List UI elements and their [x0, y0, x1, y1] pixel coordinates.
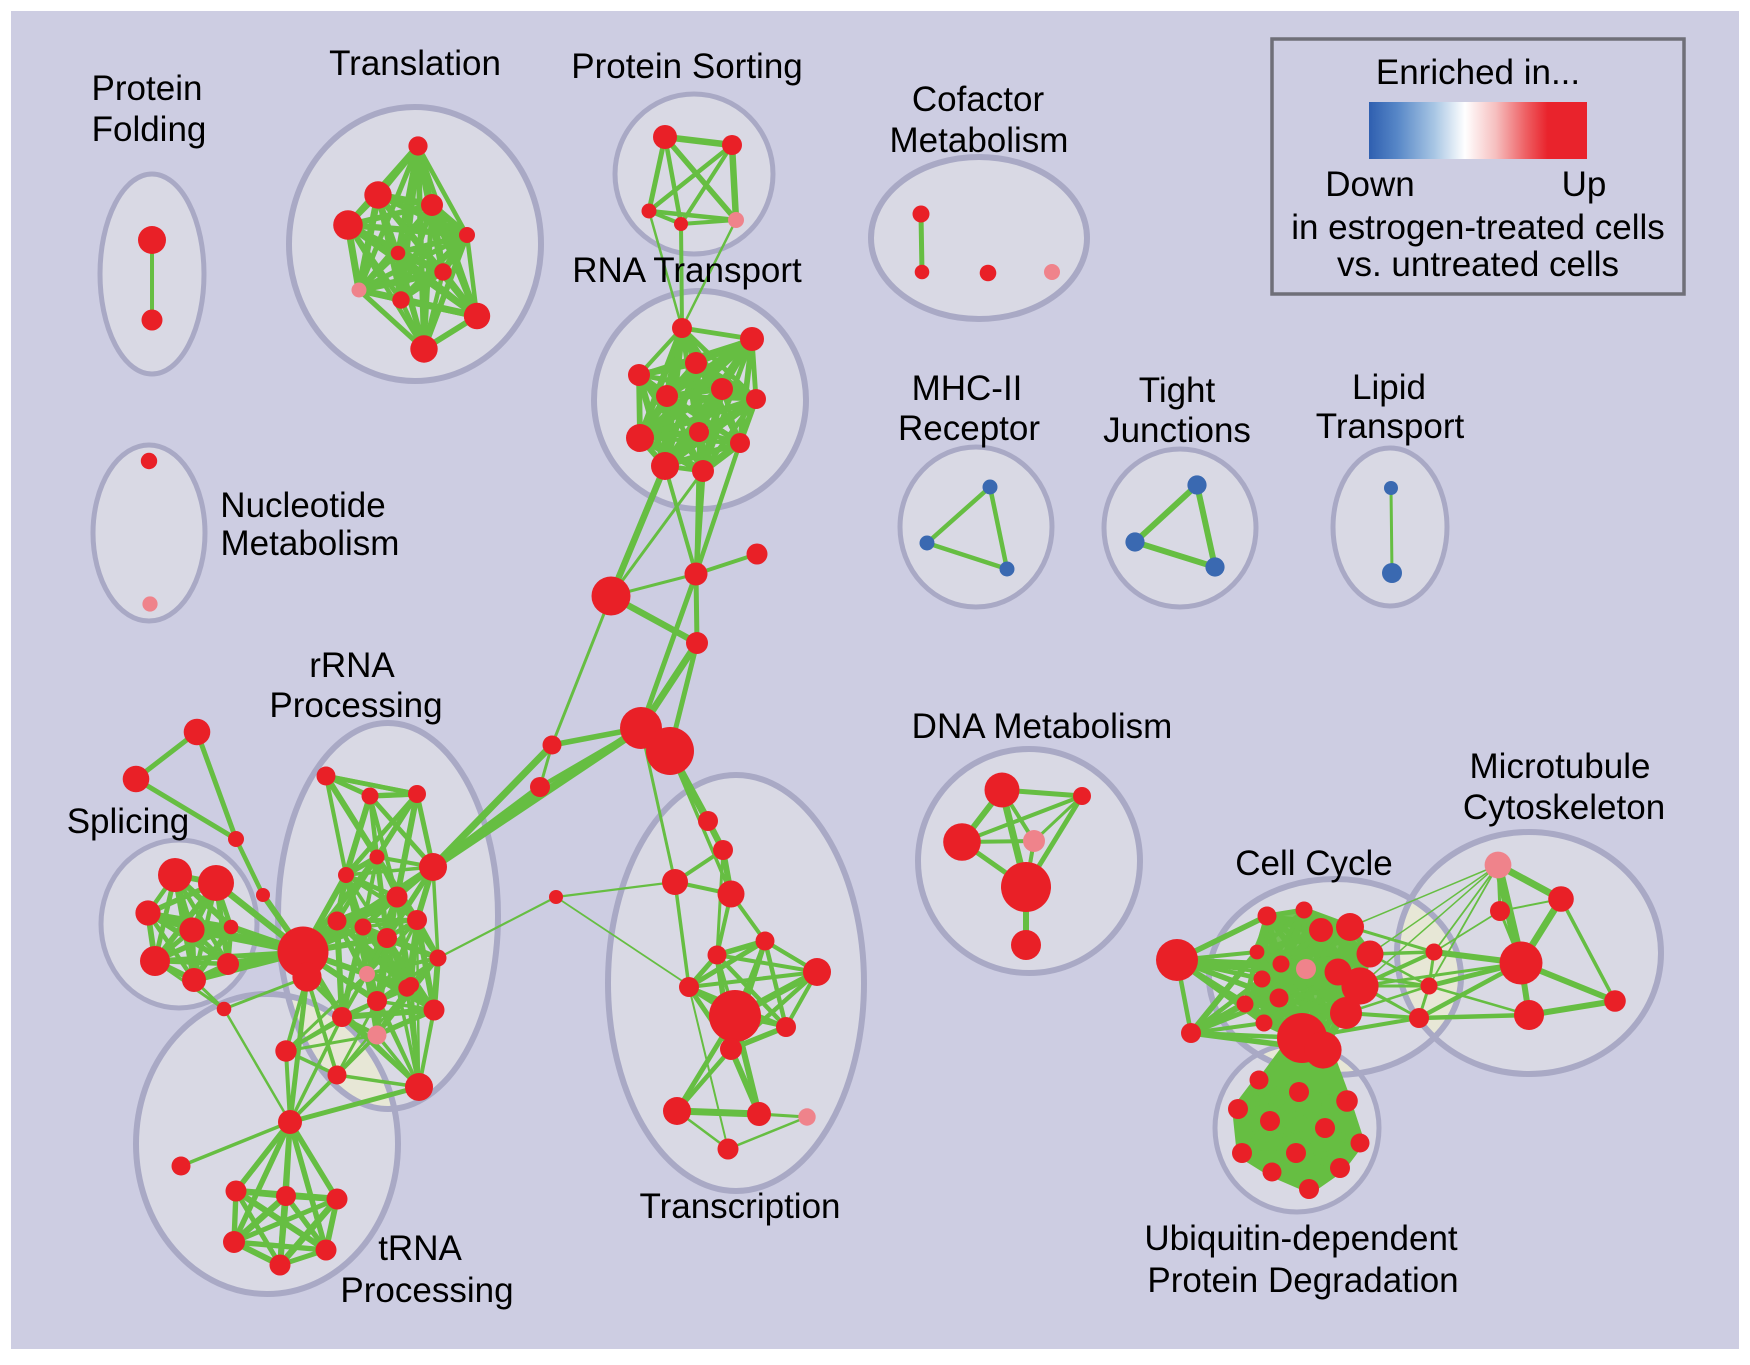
svg-text:Transcription: Transcription — [640, 1187, 841, 1226]
svg-text:Protein Sorting: Protein Sorting — [571, 47, 803, 86]
svg-text:Junctions: Junctions — [1103, 411, 1251, 450]
svg-text:Splicing: Splicing — [67, 802, 190, 841]
svg-text:Up: Up — [1562, 165, 1607, 204]
svg-text:Cofactor: Cofactor — [912, 80, 1045, 119]
svg-text:Cytoskeleton: Cytoskeleton — [1463, 788, 1665, 827]
svg-text:Ubiquitin-dependent: Ubiquitin-dependent — [1144, 1219, 1458, 1258]
svg-text:Metabolism: Metabolism — [890, 121, 1069, 160]
svg-text:Protein Degradation: Protein Degradation — [1147, 1261, 1458, 1300]
svg-text:Protein: Protein — [92, 69, 203, 108]
svg-text:DNA Metabolism: DNA Metabolism — [912, 707, 1173, 746]
svg-text:Down: Down — [1325, 165, 1414, 204]
svg-text:Translation: Translation — [329, 44, 501, 83]
svg-text:MHC-II: MHC-II — [912, 369, 1023, 408]
svg-text:Cell Cycle: Cell Cycle — [1235, 844, 1393, 883]
svg-text:Processing: Processing — [269, 686, 442, 725]
svg-text:in estrogen-treated cells: in estrogen-treated cells — [1291, 208, 1665, 247]
svg-text:Tight: Tight — [1139, 371, 1216, 410]
svg-text:Metabolism: Metabolism — [221, 524, 400, 563]
svg-text:tRNA: tRNA — [378, 1229, 462, 1268]
svg-text:Enriched in...: Enriched in... — [1376, 53, 1580, 92]
svg-text:Transport: Transport — [1316, 407, 1465, 446]
svg-text:Nucleotide: Nucleotide — [220, 486, 385, 525]
svg-text:RNA Transport: RNA Transport — [572, 251, 802, 290]
svg-text:Folding: Folding — [92, 110, 207, 149]
svg-text:Processing: Processing — [340, 1271, 513, 1310]
svg-text:vs. untreated cells: vs. untreated cells — [1337, 245, 1619, 284]
svg-text:Lipid: Lipid — [1352, 368, 1426, 407]
svg-text:Receptor: Receptor — [898, 409, 1040, 448]
svg-text:rRNA: rRNA — [309, 646, 395, 685]
svg-text:Microtubule: Microtubule — [1470, 747, 1651, 786]
